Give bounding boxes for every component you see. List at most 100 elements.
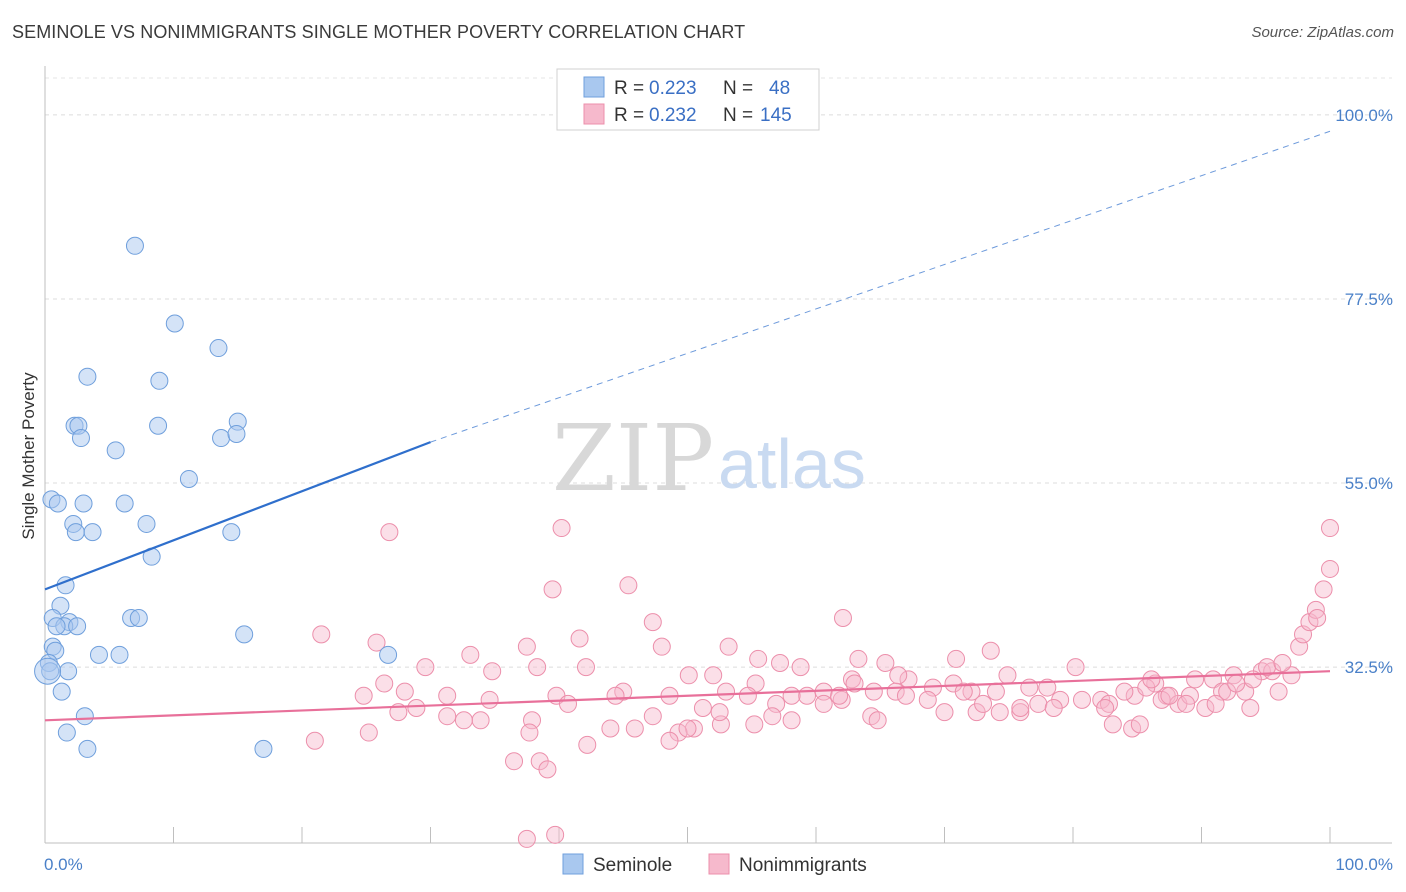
nonimmigrants-point: [1273, 654, 1292, 673]
nonimmigrants-point: [782, 711, 801, 730]
nonimmigrants-point: [1282, 666, 1301, 685]
nonimmigrants-point: [517, 829, 536, 848]
nonimmigrants-point: [868, 711, 887, 730]
nonimmigrants-point: [1044, 699, 1063, 718]
nonimmigrants-point: [660, 731, 679, 750]
nonimmigrants-point: [380, 523, 399, 542]
nonimmigrants-point: [864, 682, 883, 701]
nonimmigrants-point: [833, 609, 852, 628]
y-axis-label: Single Mother Poverty: [19, 372, 38, 540]
bottom-legend-nonimmigrants: Nonimmigrants: [739, 855, 867, 876]
nonimmigrants-point: [643, 707, 662, 726]
seminole-point: [89, 645, 108, 664]
legend-r-value-1: 0.232: [649, 105, 697, 126]
y-tick-labels: 32.5% 55.0% 77.5% 100.0%: [1335, 106, 1393, 677]
seminole-point: [47, 617, 66, 636]
nonimmigrants-point: [990, 703, 1009, 722]
nonimmigrants-point: [416, 658, 435, 677]
nonimmigrants-point: [643, 613, 662, 632]
nonimmigrants-point: [606, 686, 625, 705]
seminole-trend-line: [44, 441, 431, 591]
seminole-point: [165, 314, 184, 333]
y-tick-label-3: 100.0%: [1335, 106, 1393, 125]
nonimmigrants-point: [1096, 699, 1115, 718]
nonimmigrants-point: [678, 719, 697, 738]
nonimmigrants-point: [576, 658, 595, 677]
seminole-point: [68, 617, 87, 636]
nonimmigrants-point: [693, 699, 712, 718]
nonimmigrants-point: [876, 654, 895, 673]
nonimmigrants-point: [625, 719, 644, 738]
bottom-legend: Seminole Nonimmigrants: [562, 853, 867, 876]
nonimmigrants-point: [998, 666, 1017, 685]
seminole-point: [235, 625, 254, 644]
nonimmigrants-point: [845, 674, 864, 693]
chart-title: SEMINOLE VS NONIMMIGRANTS SINGLE MOTHER …: [12, 22, 746, 42]
watermark-zip: ZIP: [552, 405, 714, 512]
x-tick-label-0: 0.0%: [44, 855, 83, 874]
seminole-point: [209, 339, 228, 358]
seminole-point: [227, 424, 246, 443]
seminole-point: [137, 514, 156, 533]
nonimmigrants-point: [782, 686, 801, 705]
nonimmigrants-point: [461, 645, 480, 664]
nonimmigrants-point: [962, 682, 981, 701]
y-tick-label-0: 32.5%: [1345, 658, 1393, 677]
nonimmigrants-point: [1177, 694, 1196, 713]
legend-r-label-1: R =: [614, 105, 644, 126]
seminole-point: [71, 429, 90, 448]
nonimmigrants-point: [375, 674, 394, 693]
nonimmigrants-point: [918, 690, 937, 709]
watermark-atlas: atlas: [718, 425, 866, 503]
nonimmigrants-point: [395, 682, 414, 701]
seminole-point: [66, 523, 85, 542]
nonimmigrants-point: [305, 731, 324, 750]
seminole-point: [78, 367, 97, 386]
nonimmigrants-point: [1314, 580, 1333, 599]
nonimmigrants-point: [1038, 678, 1057, 697]
nonimmigrants-point: [771, 654, 790, 673]
nonimmigrants-point: [1115, 682, 1134, 701]
seminole-point: [149, 416, 168, 435]
nonimmigrants-point: [528, 658, 547, 677]
nonimmigrants-point: [1160, 686, 1179, 705]
seminole-point: [57, 723, 76, 742]
grid-lines: [45, 77, 1392, 668]
legend-n-value-0: 48: [769, 78, 790, 99]
legend-r-label-0: R =: [614, 78, 644, 99]
nonimmigrants-point: [679, 666, 698, 685]
nonimmigrants-point: [546, 825, 565, 844]
seminole-point: [212, 429, 231, 448]
seminole-point: [74, 494, 93, 513]
nonimmigrants-point: [1011, 703, 1030, 722]
nonimmigrants-point: [830, 686, 849, 705]
nonimmigrants-point: [704, 666, 723, 685]
nonimmigrants-point: [505, 752, 524, 771]
seminole-trend-extension: [430, 130, 1331, 443]
nonimmigrants-point: [889, 666, 908, 685]
y-tick-label-2: 77.5%: [1345, 290, 1393, 309]
x-tick-label-1: 100.0%: [1335, 855, 1393, 874]
nonimmigrants-point: [1103, 715, 1122, 734]
trend-lines: [44, 130, 1331, 722]
legend-n-label-0: N =: [723, 78, 753, 99]
y-tick-label-1: 55.0%: [1345, 474, 1393, 493]
nonimmigrants-point: [1196, 699, 1215, 718]
nonimmigrants-point: [454, 711, 473, 730]
nonimmigrants-point: [814, 694, 833, 713]
nonimmigrants-point: [407, 699, 426, 718]
seminole-point: [75, 707, 94, 726]
seminole-point: [52, 682, 71, 701]
nonimmigrants-point: [1321, 519, 1339, 538]
nonimmigrants-point: [1130, 715, 1149, 734]
nonimmigrants-point: [738, 686, 757, 705]
nonimmigrants-point: [1186, 670, 1205, 689]
seminole-point: [129, 609, 148, 628]
nonimmigrants-point: [1308, 609, 1327, 628]
nonimmigrants-point: [981, 641, 1000, 660]
nonimmigrants-point: [935, 703, 954, 722]
bottom-legend-swatch-seminole: [562, 853, 584, 875]
nonimmigrants-point: [1227, 674, 1246, 693]
nonimmigrants-point: [552, 519, 571, 538]
nonimmigrants-point: [652, 637, 671, 656]
